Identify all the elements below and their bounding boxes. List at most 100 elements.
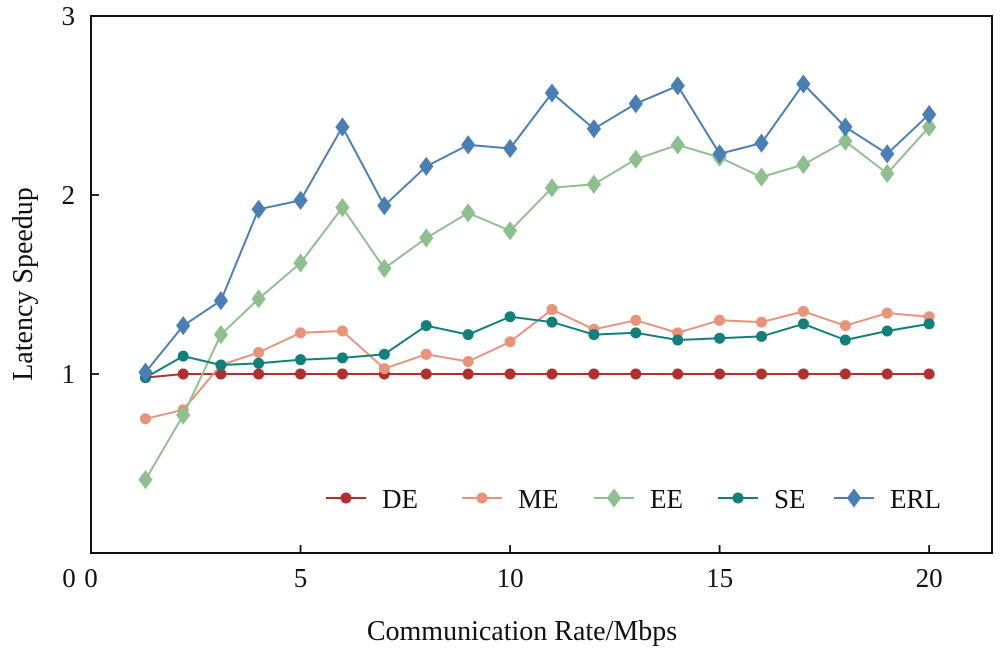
data-point-me bbox=[714, 314, 726, 326]
legend-marker-me bbox=[476, 492, 488, 504]
data-point-se bbox=[215, 359, 227, 371]
legend-label-ee: EE bbox=[650, 484, 683, 514]
data-point-de bbox=[420, 368, 432, 380]
data-point-ee bbox=[251, 289, 266, 309]
x-axis-title: Communication Rate/Mbps bbox=[367, 616, 677, 647]
data-point-erl bbox=[419, 156, 434, 176]
data-point-se bbox=[378, 348, 390, 360]
data-point-me bbox=[504, 336, 516, 348]
data-point-se bbox=[462, 329, 474, 341]
series-me bbox=[139, 304, 935, 425]
data-point-me bbox=[139, 413, 151, 425]
data-point-de bbox=[923, 368, 935, 380]
series-line-de bbox=[145, 373, 930, 379]
data-point-de bbox=[588, 368, 600, 380]
data-point-me bbox=[756, 316, 768, 328]
legend-label-me: ME bbox=[518, 484, 559, 514]
data-point-me bbox=[546, 304, 558, 316]
legend-marker-erl bbox=[846, 488, 862, 508]
y-tick-label: 3 bbox=[62, 1, 76, 31]
data-point-ee bbox=[922, 117, 937, 137]
data-point-se bbox=[336, 352, 348, 364]
data-point-ee bbox=[628, 149, 643, 169]
y-tick-label: 1 bbox=[62, 359, 76, 389]
series-line-erl bbox=[144, 83, 930, 373]
data-point-erl bbox=[754, 133, 769, 153]
data-point-erl bbox=[377, 196, 392, 216]
x-tick-label: 10 bbox=[497, 563, 524, 593]
data-point-me bbox=[462, 355, 474, 367]
data-point-ee bbox=[796, 154, 811, 175]
data-point-me bbox=[797, 305, 809, 317]
series-ee bbox=[138, 117, 937, 490]
series-erl bbox=[138, 74, 937, 382]
data-point-erl bbox=[502, 138, 518, 159]
data-point-me bbox=[336, 325, 348, 337]
data-point-de bbox=[295, 368, 307, 380]
data-point-erl bbox=[670, 76, 685, 96]
data-point-de bbox=[756, 368, 768, 380]
data-point-me bbox=[839, 320, 851, 332]
data-point-se bbox=[504, 311, 516, 323]
legend-item-ee: EE bbox=[594, 484, 683, 514]
data-point-erl bbox=[138, 362, 153, 382]
data-point-se bbox=[756, 330, 768, 342]
data-point-erl bbox=[335, 117, 350, 137]
data-point-de bbox=[504, 368, 516, 380]
data-point-se bbox=[177, 350, 189, 362]
data-point-me bbox=[378, 363, 390, 375]
legend-item-me: ME bbox=[462, 484, 559, 514]
data-point-erl bbox=[880, 144, 895, 164]
data-point-se bbox=[797, 318, 809, 330]
data-point-erl bbox=[586, 119, 602, 139]
series-layer bbox=[138, 74, 937, 490]
data-point-me bbox=[881, 307, 893, 319]
data-point-ee bbox=[544, 178, 560, 198]
legend-marker-ee bbox=[606, 488, 622, 508]
legend-item-erl: ERL bbox=[834, 484, 941, 514]
data-point-ee bbox=[880, 163, 895, 184]
data-point-ee bbox=[838, 131, 853, 151]
data-point-de bbox=[797, 368, 809, 380]
data-point-se bbox=[630, 327, 642, 339]
legend: DE ME EE SE ERL bbox=[326, 484, 941, 514]
data-point-se bbox=[672, 334, 684, 346]
data-point-de bbox=[630, 368, 642, 380]
data-point-erl bbox=[628, 94, 643, 114]
data-point-erl bbox=[544, 83, 560, 103]
data-point-de bbox=[672, 368, 684, 380]
legend-marker-de bbox=[340, 492, 352, 504]
data-point-se bbox=[588, 329, 600, 341]
data-point-erl bbox=[461, 135, 476, 155]
data-point-me bbox=[420, 348, 432, 360]
series-line-ee bbox=[144, 126, 930, 481]
data-point-me bbox=[630, 314, 642, 326]
data-point-de bbox=[462, 368, 474, 380]
data-point-erl bbox=[293, 190, 308, 210]
data-point-me bbox=[295, 327, 307, 339]
data-point-de bbox=[253, 368, 265, 380]
x-tick-label: 20 bbox=[916, 563, 943, 593]
data-point-de bbox=[839, 368, 851, 380]
series-se bbox=[139, 311, 935, 384]
data-point-erl bbox=[922, 104, 937, 125]
legend-item-de: DE bbox=[326, 484, 418, 514]
data-point-ee bbox=[670, 135, 685, 155]
y-axis-title: Latency Speedup bbox=[8, 187, 39, 381]
data-point-se bbox=[881, 325, 893, 337]
legend-label-erl: ERL bbox=[890, 484, 941, 514]
data-point-erl bbox=[712, 144, 727, 164]
x-tick-label: 5 bbox=[294, 563, 308, 593]
data-point-ee bbox=[377, 258, 392, 279]
data-point-erl bbox=[176, 316, 191, 336]
series-line-se bbox=[145, 315, 930, 379]
data-point-ee bbox=[335, 197, 350, 218]
data-point-erl bbox=[251, 199, 266, 219]
data-point-ee bbox=[419, 228, 434, 248]
axes-layer: 0 5 10 15 20 1 2 3 0 bbox=[62, 1, 993, 593]
data-point-de bbox=[546, 368, 558, 380]
legend-label-de: DE bbox=[382, 484, 418, 514]
data-point-ee bbox=[461, 203, 476, 223]
plot-frame bbox=[90, 15, 993, 554]
